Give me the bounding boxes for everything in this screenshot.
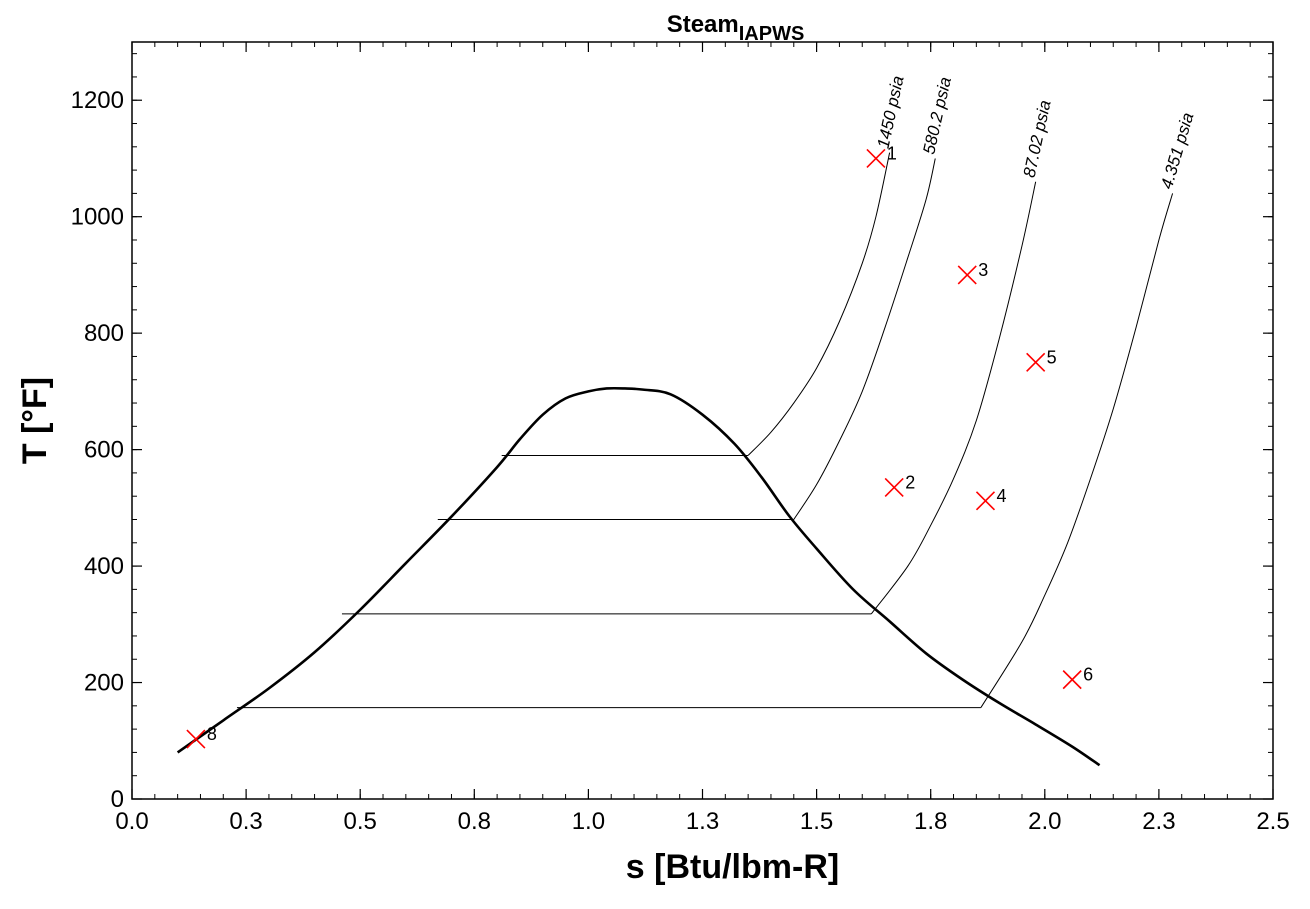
- x-axis-title: s [Btu/lbm-R]: [626, 848, 839, 886]
- isobar-label-4-351-psia: 4.351 psia: [1157, 110, 1197, 191]
- isobar-line-580-2-psia: [793, 158, 936, 520]
- curves-group: 1450 psia 580.2 psia 87.02 psia 4.351 psia: [176, 74, 1197, 767]
- x-tick-label: 0.8: [458, 808, 491, 835]
- y-tick-label: 600: [84, 437, 124, 464]
- state-point-label: 2: [905, 472, 915, 492]
- state-marker-stroke: [957, 265, 977, 285]
- state-marker-stroke: [1026, 352, 1046, 372]
- saturation-dome-curve: [176, 386, 1101, 767]
- x-tick-label: 1.0: [572, 808, 605, 835]
- state-point-5: 5: [1026, 347, 1057, 372]
- x-tick-label: 0.3: [229, 808, 262, 835]
- state-point-label: 3: [978, 260, 988, 280]
- state-point-4: 4: [975, 486, 1006, 511]
- state-point-8: 8: [186, 724, 217, 749]
- isobar-line-1450-psia: [747, 152, 891, 456]
- state-point-1: 1: [866, 143, 897, 169]
- state-point-label: 5: [1047, 347, 1057, 367]
- plot-frame: [131, 41, 1274, 800]
- x-tick-label: 1.3: [686, 808, 719, 835]
- state-point-6: 6: [1062, 665, 1093, 690]
- y-tick-label: 400: [84, 553, 124, 580]
- x-tick-label: 2.3: [1142, 808, 1175, 835]
- state-point-2: 2: [884, 472, 915, 498]
- state-marker-stroke: [975, 491, 996, 511]
- x-tick-label: 1.5: [800, 808, 833, 835]
- y-tick-label: 1200: [71, 87, 124, 114]
- state-marker-stroke: [884, 477, 904, 498]
- y-tick-label: 0: [111, 786, 124, 813]
- isobar-line-4-351-psia: [980, 193, 1174, 708]
- chart-title-main: Steam: [667, 11, 739, 38]
- plot-area: 1450 psia 580.2 psia 87.02 psia 4.351 psia …: [71, 41, 1290, 835]
- chart-title-subscript: IAPWS: [739, 23, 805, 45]
- state-marker-stroke: [1062, 670, 1082, 690]
- y-tick-label: 200: [84, 670, 124, 697]
- x-tick-label: 2.5: [1256, 808, 1289, 835]
- x-tick-label: 0.5: [344, 808, 377, 835]
- state-marker-stroke: [186, 729, 206, 749]
- state-point-3: 3: [957, 260, 988, 285]
- state-marker-stroke: [866, 148, 886, 169]
- x-tick-label: 0.0: [115, 808, 148, 835]
- state-point-label: 4: [996, 486, 1006, 506]
- y-tick-label: 800: [84, 320, 124, 347]
- isobar-label-580-2-psia: 580.2 psia: [919, 75, 955, 156]
- isobar-line-87-02-psia: [870, 181, 1037, 615]
- isobar-label-1450-psia: 1450 psia: [874, 74, 908, 150]
- y-axis-title: T [°F]: [16, 377, 54, 464]
- ticks-group: 0.0 0.3 0.5 0.8 1.0 1.3 1.5 1.8 2.0 2.3 2.5 0 200 400…: [71, 42, 1290, 835]
- x-tick-label: 1.8: [914, 808, 947, 835]
- y-tick-label: 1000: [71, 204, 124, 231]
- state-points-group: 1 2 3 4 5 6 8: [186, 143, 1093, 749]
- state-point-label: 1: [887, 143, 897, 163]
- isobar-label-87-02-psia: 87.02 psia: [1020, 99, 1055, 180]
- chart-title: SteamIAPWS: [667, 11, 805, 45]
- state-point-label: 8: [207, 724, 217, 744]
- x-tick-label: 2.0: [1028, 808, 1061, 835]
- state-point-label: 6: [1083, 665, 1093, 685]
